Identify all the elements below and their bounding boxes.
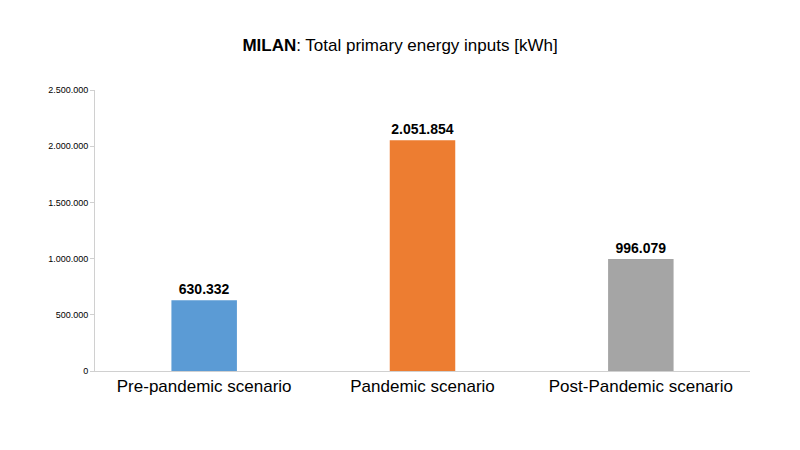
svg-text:1.500.000: 1.500.000 — [48, 198, 88, 208]
svg-text:2.500.000: 2.500.000 — [48, 85, 88, 95]
svg-text:Post-Pandemic scenario: Post-Pandemic scenario — [549, 377, 733, 396]
svg-text:Pre-pandemic scenario: Pre-pandemic scenario — [117, 377, 292, 396]
svg-text:630.332: 630.332 — [179, 281, 230, 297]
svg-text:Pandemic scenario: Pandemic scenario — [350, 377, 495, 396]
svg-text:1.000.000: 1.000.000 — [48, 254, 88, 264]
svg-text:500.000: 500.000 — [56, 310, 89, 320]
svg-text:2.051.854: 2.051.854 — [391, 121, 453, 137]
svg-text:MILAN: Total primary energy in: MILAN: Total primary energy inputs [kWh] — [242, 36, 557, 55]
svg-text:0: 0 — [83, 366, 88, 376]
svg-text:2.000.000: 2.000.000 — [48, 141, 88, 151]
svg-text:996.079: 996.079 — [615, 240, 666, 256]
